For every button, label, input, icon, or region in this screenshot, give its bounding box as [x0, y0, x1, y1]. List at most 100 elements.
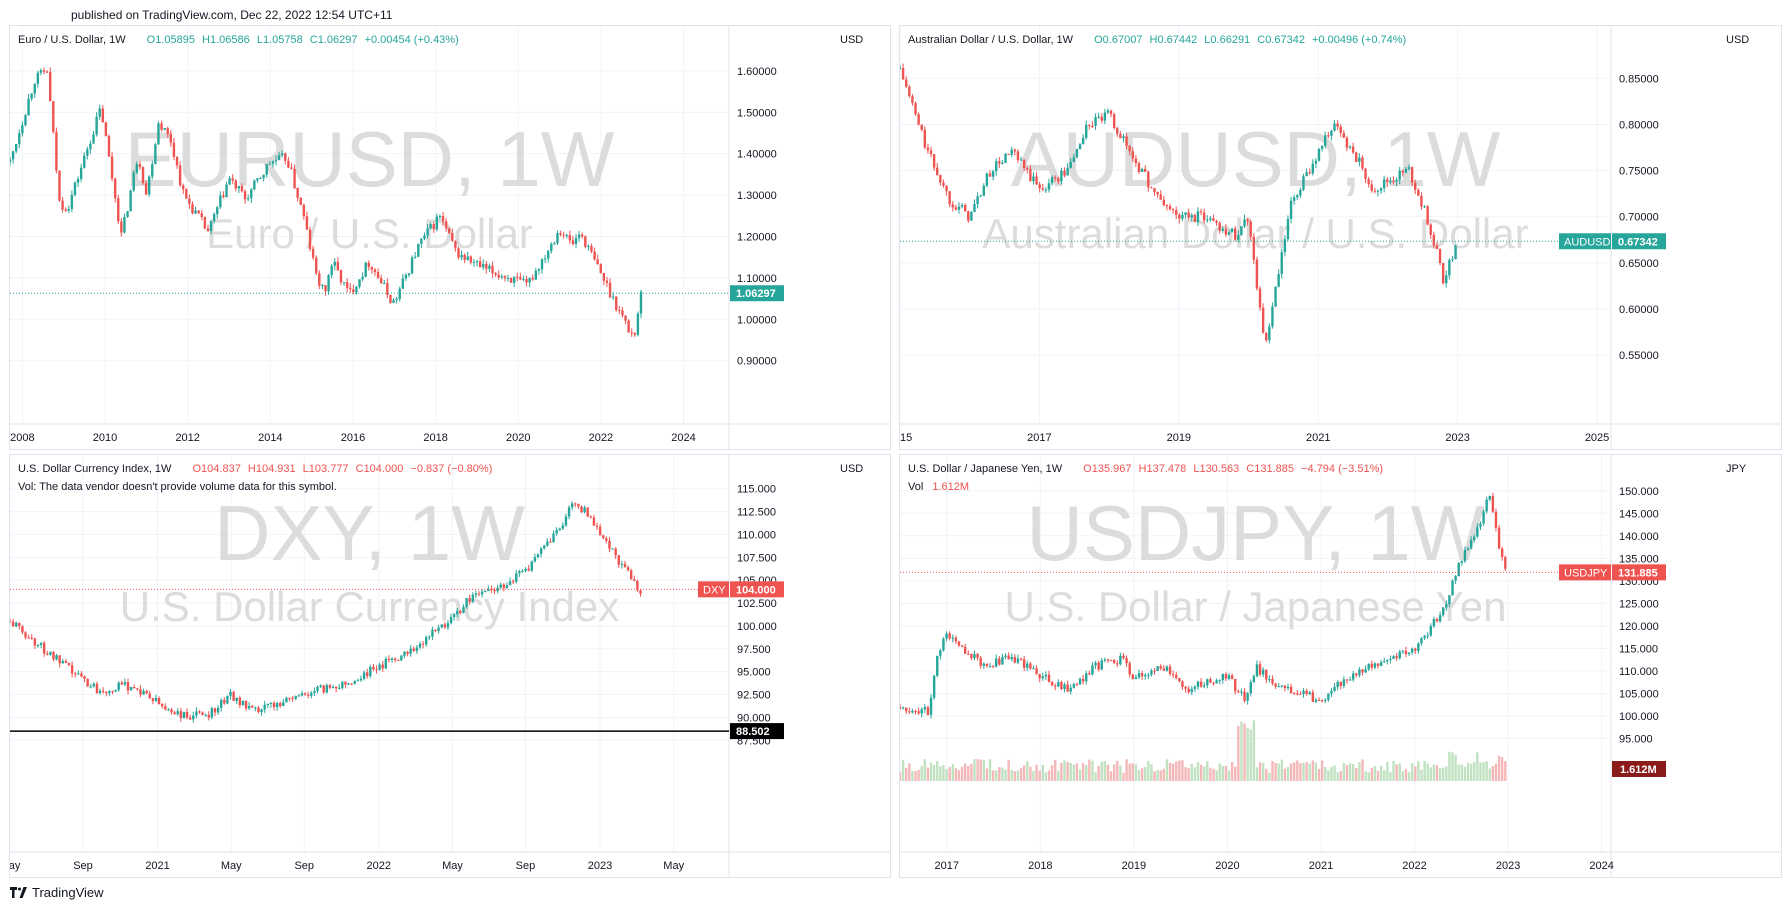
candle-body — [624, 315, 627, 321]
candle-body — [154, 144, 157, 165]
candle-body — [1289, 686, 1293, 694]
candle-body — [271, 161, 275, 164]
candle-body — [505, 585, 509, 589]
candle-body — [21, 125, 24, 134]
candle-body — [1463, 549, 1467, 562]
price-tick-label: 1.10000 — [737, 273, 777, 285]
candle-body — [362, 672, 366, 679]
price-tick-label: 95.000 — [1619, 733, 1653, 745]
candle-body — [633, 579, 636, 581]
candle-body — [1268, 326, 1271, 341]
candle-body — [443, 624, 447, 628]
watermark-description: U.S. Dollar / Japanese Yen — [1005, 583, 1507, 630]
candle-body — [611, 296, 615, 298]
price-tick-label: 112.500 — [737, 507, 776, 519]
candle-body — [1063, 684, 1066, 689]
candle-body — [1047, 674, 1051, 683]
eurusd-chart-svg[interactable]: EURUSD, 1W Euro / U.S. Dollar 1.60000 1.500… — [10, 26, 890, 449]
candle-body — [36, 72, 40, 84]
usdjpy-chart-svg[interactable]: USDJPY, 1W U.S. Dollar / Japanese Yen 150.… — [900, 455, 1781, 877]
candle-body — [1032, 668, 1035, 670]
candle-body — [229, 691, 232, 696]
chart-panel-eurusd[interactable]: EURUSD, 1W Euro / U.S. Dollar 1.60000 1.500… — [9, 25, 891, 450]
volume-bar — [1305, 762, 1308, 781]
candle-body — [1147, 674, 1150, 676]
volume-bar — [1131, 763, 1135, 781]
candle-body — [1057, 682, 1060, 687]
candle-body — [413, 256, 417, 258]
candle-body — [1441, 263, 1445, 284]
candle-body — [508, 581, 512, 586]
candle-body — [432, 224, 435, 230]
candle-body — [1386, 179, 1389, 183]
candle-body — [1317, 699, 1321, 701]
volume-bar — [1234, 766, 1237, 781]
volume-bar — [1463, 766, 1467, 781]
candle-body — [985, 663, 989, 666]
candle-body — [451, 232, 454, 242]
chart-panel-audusd[interactable]: AUDUSD, 1W Australian Dollar / U.S. Dolla… — [899, 25, 1782, 450]
candle-body — [587, 245, 590, 247]
candle-body — [448, 228, 451, 233]
candle-body — [1339, 126, 1342, 134]
volume-bar — [1103, 761, 1107, 781]
candle-body — [1168, 206, 1172, 210]
candle-body — [352, 289, 355, 293]
candle-body — [213, 708, 217, 713]
candle-body — [487, 588, 490, 592]
candle-body — [256, 178, 259, 181]
candle-body — [465, 598, 468, 607]
candle-body — [945, 185, 948, 192]
dxy-legend-title: U.S. Dollar Currency Index, 1W — [18, 463, 172, 475]
candle-body — [462, 606, 465, 613]
candle-body — [1482, 511, 1485, 524]
volume-bar — [1476, 752, 1479, 781]
chart-panel-dxy[interactable]: DXY, 1W U.S. Dollar Currency Index 115.000… — [9, 454, 891, 878]
candle-body — [39, 642, 43, 646]
candle-body — [1004, 153, 1007, 163]
candle-body — [358, 279, 361, 287]
candle-body — [1376, 663, 1380, 666]
candle-body — [1389, 658, 1392, 660]
candle-body — [142, 691, 145, 695]
candle-body — [598, 526, 602, 536]
tradingview-footer[interactable]: TradingView — [10, 885, 104, 900]
candle-body — [243, 191, 247, 200]
candle-body — [192, 715, 195, 720]
price-tick-label: 1.60000 — [737, 66, 777, 78]
volume-bar — [1289, 763, 1293, 781]
audusd-chart-svg[interactable]: AUDUSD, 1W Australian Dollar / U.S. Dolla… — [900, 26, 1781, 449]
price-tick-label: 102.500 — [737, 598, 777, 610]
volume-bar — [1460, 764, 1464, 781]
candle-body — [185, 712, 189, 718]
candle-body — [235, 697, 238, 701]
candle-body — [197, 210, 200, 214]
time-tick-label: 2019 — [1167, 432, 1191, 444]
dxy-chart-svg[interactable]: DXY, 1W U.S. Dollar Currency Index 115.000… — [10, 455, 890, 877]
candle-body — [1274, 286, 1277, 307]
candle-body — [926, 147, 930, 151]
candle-body — [70, 194, 74, 210]
chart-panel-usdjpy[interactable]: USDJPY, 1W U.S. Dollar / Japanese Yen 150.… — [899, 454, 1782, 878]
candle-body — [1407, 652, 1411, 655]
candle-body — [1305, 172, 1308, 177]
candle-body — [1147, 171, 1150, 188]
candle-body — [1280, 685, 1283, 687]
candle-body — [188, 717, 192, 720]
candle-body — [518, 571, 521, 574]
audusd-high: H0.67442 — [1149, 34, 1198, 46]
candle-body — [1324, 135, 1327, 146]
dxy-currency: USD — [840, 463, 864, 475]
time-tick-label: 2008 — [10, 432, 34, 444]
candle-body — [315, 257, 318, 274]
candle-body — [418, 643, 422, 648]
candle-body — [1348, 679, 1352, 681]
candle-body — [1292, 197, 1296, 201]
candle-body — [1252, 676, 1256, 683]
candle-body — [392, 300, 395, 303]
candle-body — [251, 705, 254, 708]
candle-body — [1361, 669, 1364, 673]
candle-body — [1289, 200, 1293, 219]
price-tick-label: 0.75000 — [1619, 166, 1659, 178]
volume-bar — [1165, 759, 1169, 781]
